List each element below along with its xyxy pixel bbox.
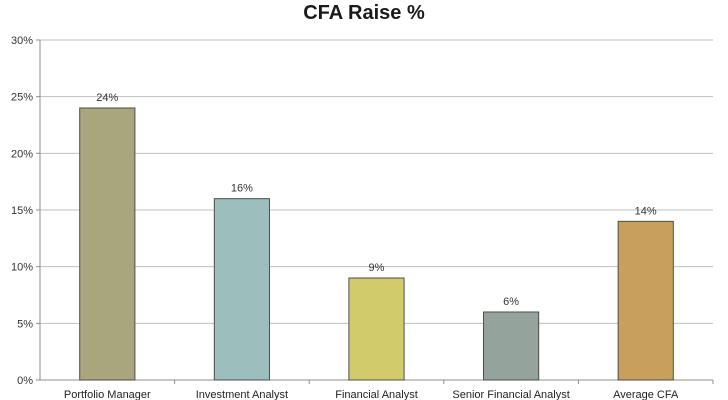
category-label: Portfolio Manager (64, 389, 151, 400)
y-tick-label: 10% (11, 262, 33, 274)
bar (79, 107, 136, 381)
y-tick-label: 25% (11, 92, 33, 104)
bar (617, 220, 674, 381)
category-label: Average CFA (613, 389, 679, 400)
data-label: 16% (231, 183, 253, 195)
data-label: 6% (503, 296, 519, 308)
bar (213, 198, 270, 381)
y-tick-label: 5% (17, 318, 33, 330)
y-tick-label: 0% (17, 375, 33, 387)
chart-title: CFA Raise % (303, 2, 425, 24)
category-label: Investment Analyst (196, 389, 288, 400)
category-label: Financial Analyst (335, 389, 418, 400)
bar (348, 277, 405, 381)
y-tick-label: 15% (11, 205, 33, 217)
y-tick-label: 30% (11, 35, 33, 47)
data-label: 14% (635, 205, 657, 217)
data-label: 24% (96, 92, 118, 104)
y-tick-label: 20% (11, 148, 33, 160)
category-label: Senior Financial Analyst (452, 389, 569, 400)
bar (483, 311, 540, 381)
data-label: 9% (369, 262, 385, 274)
